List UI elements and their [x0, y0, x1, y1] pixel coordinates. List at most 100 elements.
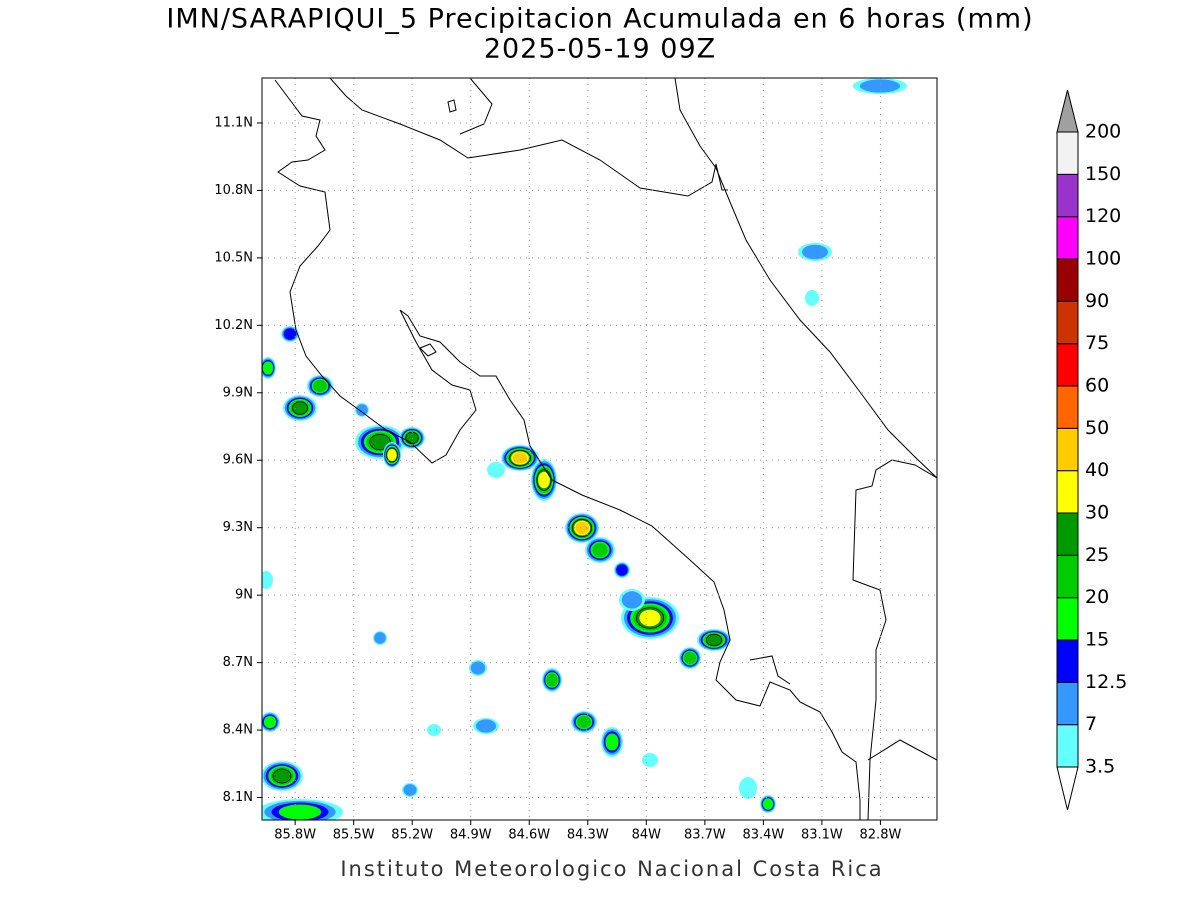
colorbar-swatch — [1056, 427, 1079, 472]
northern-border — [329, 78, 728, 197]
precip-contour — [546, 673, 558, 687]
precip-contour — [739, 777, 757, 799]
precip-contour — [283, 328, 297, 340]
precip-contour — [313, 379, 327, 393]
gulf-island — [419, 343, 437, 357]
plot-area — [262, 78, 937, 820]
precip-contour — [272, 768, 292, 784]
colorbar-under-arrow — [1056, 766, 1079, 811]
colorbar-label: 100 — [1085, 248, 1121, 270]
precip-contour — [762, 798, 774, 810]
precip-contour — [802, 244, 828, 260]
precip-contour — [683, 651, 697, 665]
colorbar-swatch — [1056, 554, 1079, 599]
colorbar-label: 150 — [1085, 163, 1121, 185]
colorbar-swatch — [1056, 597, 1079, 641]
colorbar-swatch — [1056, 639, 1079, 683]
precip-contour — [403, 784, 417, 796]
x-tick-label: 83.1W — [801, 828, 843, 843]
y-tick-label: 9.9N — [223, 385, 253, 400]
precip-contour — [538, 471, 550, 489]
x-tick-label: 85.2W — [391, 828, 433, 843]
precipitation-field — [262, 78, 907, 820]
precip-contour — [263, 715, 277, 729]
osa-peninsula — [749, 655, 791, 685]
x-tick-label: 84.9W — [450, 828, 492, 843]
x-tick-label: 84.6W — [508, 828, 550, 843]
pacific-coast — [274, 79, 861, 820]
colorbar-label: 90 — [1085, 290, 1109, 312]
precip-contour — [605, 733, 619, 751]
precip-contour — [577, 715, 591, 729]
colorbar-label: 3.5 — [1085, 756, 1115, 778]
y-tick-label: 8.7N — [223, 655, 253, 670]
x-tick-label: 84W — [632, 828, 662, 843]
x-tick-label: 83.4W — [742, 828, 784, 843]
x-tick-label: 85.8W — [274, 828, 316, 843]
y-tick-label: 8.4N — [223, 723, 253, 738]
colorbar-label: 200 — [1085, 121, 1121, 143]
colorbar-label: 75 — [1085, 332, 1109, 354]
map-frame — [261, 77, 938, 821]
precip-contour — [639, 609, 661, 627]
colorbar-swatch — [1056, 724, 1079, 768]
precip-contour — [487, 462, 505, 478]
precip-contour — [805, 290, 819, 306]
y-tick-label: 9.6N — [223, 453, 253, 468]
colorbar-over-arrow — [1056, 89, 1079, 133]
precip-contour — [859, 79, 901, 93]
precip-contour — [592, 543, 608, 557]
colorbar-label: 50 — [1085, 417, 1109, 439]
precip-contour — [387, 449, 397, 461]
panama-border — [852, 459, 937, 820]
precip-contour — [470, 661, 486, 675]
colorbar: 3.5 7 12.5 15 20 25 30 40 50 60 75 90 100 120 150 200 — [1056, 89, 1127, 811]
precip-contour — [621, 591, 643, 609]
precip-contour — [278, 804, 322, 820]
colorbar-label: 25 — [1085, 544, 1109, 566]
x-tick-label: 82.8W — [860, 828, 902, 843]
colorbar-swatch — [1056, 258, 1079, 302]
colorbar-swatch — [1056, 216, 1079, 260]
colorbar-label: 60 — [1085, 375, 1109, 397]
x-tick-label: 83.7W — [684, 828, 726, 843]
precip-contour — [642, 753, 658, 767]
precip-contour — [427, 724, 441, 736]
precip-contour — [369, 433, 391, 451]
precip-contour — [616, 564, 628, 576]
precip-contour — [475, 719, 497, 733]
map-footer: Instituto Meteorologico Nacional Costa R… — [340, 857, 883, 881]
precip-contour — [262, 571, 273, 589]
y-tick-label: 10.5N — [214, 250, 253, 265]
x-tick-label: 84.3W — [567, 828, 609, 843]
caribbean-coast — [674, 78, 937, 479]
precip-contour — [356, 404, 368, 416]
y-tick-label: 8.1N — [223, 790, 253, 805]
colorbar-swatch — [1056, 343, 1079, 387]
precip-contour — [512, 452, 528, 464]
colorbar-swatch — [1056, 470, 1079, 514]
colorbar-swatch — [1056, 131, 1079, 175]
colorbar-label: 30 — [1085, 502, 1109, 524]
y-tick-label: 11.1N — [214, 115, 253, 130]
lake-shore — [459, 78, 493, 135]
y-tick-label: 10.2N — [214, 318, 253, 333]
precip-contour — [291, 401, 309, 415]
precip-contour — [262, 361, 274, 375]
map-subtitle: 2025-05-19 09Z — [484, 34, 716, 65]
y-tick-label: 9N — [235, 588, 253, 603]
colorbar-label: 40 — [1085, 459, 1109, 481]
y-tick-label: 10.8N — [214, 183, 253, 198]
colorbar-swatch — [1056, 385, 1079, 429]
colorbar-swatch — [1056, 173, 1079, 218]
map-title: IMN/SARAPIQUI_5 Precipitacion Acumulada … — [166, 4, 1033, 35]
x-tick-label: 85.5W — [333, 828, 375, 843]
colorbar-label: 12.5 — [1085, 671, 1127, 693]
colorbar-label: 7 — [1085, 713, 1097, 735]
colorbar-label: 120 — [1085, 205, 1121, 227]
colorbar-swatch — [1056, 300, 1079, 345]
colorbar-swatch — [1056, 681, 1079, 726]
colorbar-swatch — [1056, 512, 1079, 556]
colorbar-label: 20 — [1085, 586, 1109, 608]
